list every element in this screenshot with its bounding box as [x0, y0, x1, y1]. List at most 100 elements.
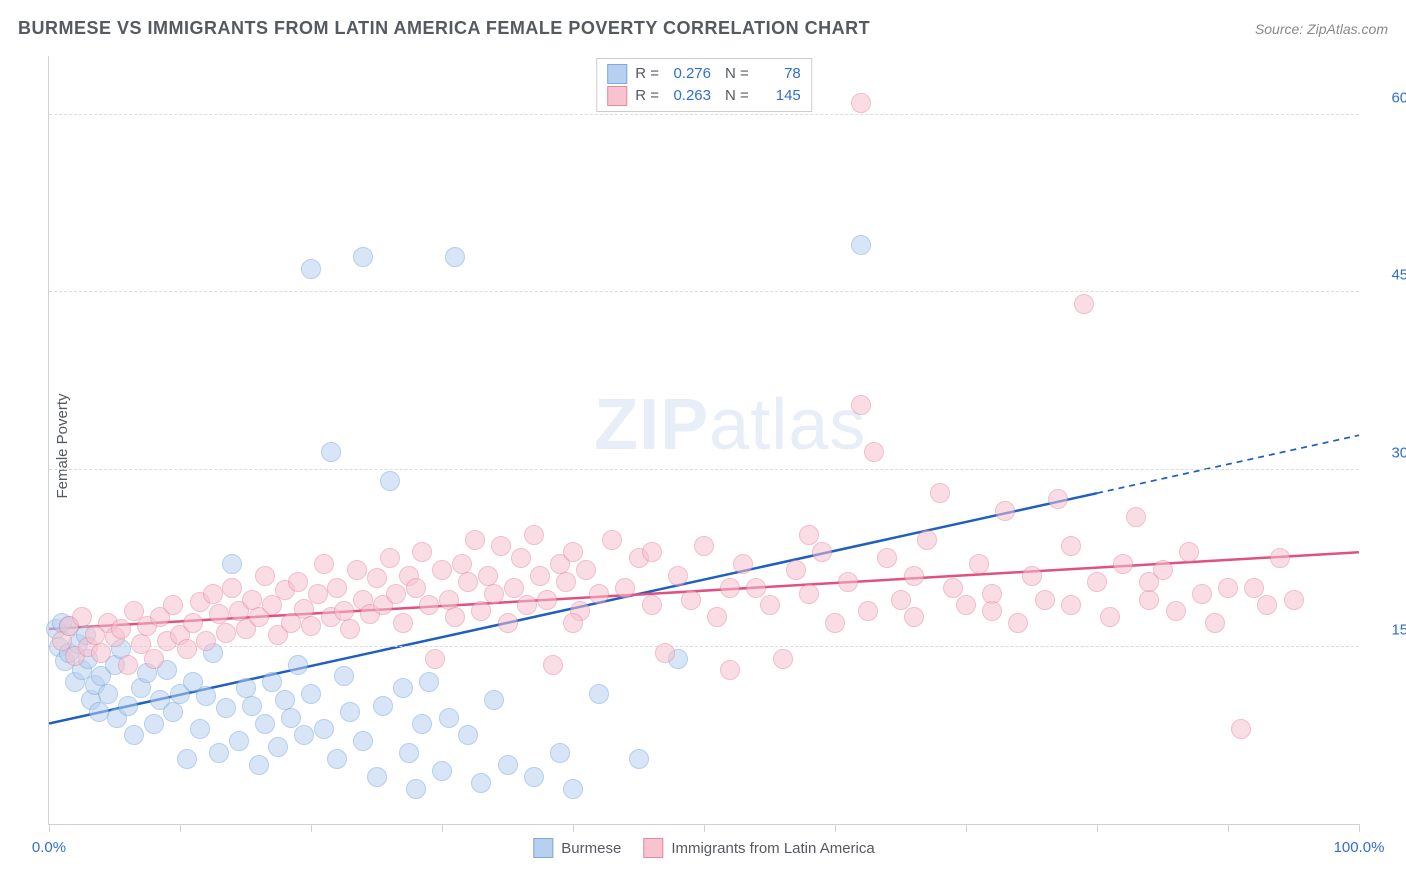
data-point [1113, 554, 1133, 574]
data-point [1284, 590, 1304, 610]
data-point [1179, 542, 1199, 562]
data-point [517, 595, 537, 615]
data-point [334, 666, 354, 686]
legend-swatch [643, 838, 663, 858]
y-tick-label: 45.0% [1369, 267, 1406, 284]
legend-label: Immigrants from Latin America [671, 840, 874, 857]
data-point [825, 613, 845, 633]
gridline [49, 646, 1359, 647]
data-point [203, 584, 223, 604]
data-point [399, 743, 419, 763]
data-point [209, 743, 229, 763]
data-point [498, 755, 518, 775]
data-point [216, 623, 236, 643]
data-point [255, 566, 275, 586]
data-point [439, 708, 459, 728]
data-point [406, 578, 426, 598]
x-tick [966, 824, 967, 832]
data-point [799, 584, 819, 604]
watermark: ZIPatlas [594, 384, 866, 466]
data-point [799, 525, 819, 545]
data-point [563, 613, 583, 633]
data-point [851, 235, 871, 255]
data-point [668, 566, 688, 586]
data-point [629, 749, 649, 769]
data-point [209, 604, 229, 624]
data-point [118, 655, 138, 675]
data-point [419, 595, 439, 615]
data-point [393, 678, 413, 698]
data-point [380, 471, 400, 491]
data-point [891, 590, 911, 610]
data-point [406, 779, 426, 799]
data-point [589, 584, 609, 604]
data-point [982, 601, 1002, 621]
stat-r-value: 0.263 [667, 85, 711, 107]
data-point [995, 501, 1015, 521]
data-point [1126, 507, 1146, 527]
data-point [314, 719, 334, 739]
data-point [1139, 590, 1159, 610]
data-point [707, 607, 727, 627]
stat-r-label: R = [635, 85, 659, 107]
data-point [543, 655, 563, 675]
data-point [471, 601, 491, 621]
data-point [373, 696, 393, 716]
stats-box: R =0.276N =78R =0.263N =145 [596, 58, 812, 112]
data-point [288, 655, 308, 675]
data-point [412, 542, 432, 562]
data-point [301, 259, 321, 279]
data-point [98, 684, 118, 704]
data-point [124, 725, 144, 745]
data-point [484, 690, 504, 710]
data-point [249, 755, 269, 775]
data-point [1231, 719, 1251, 739]
data-point [877, 548, 897, 568]
data-point [353, 247, 373, 267]
data-point [177, 639, 197, 659]
data-point [1192, 584, 1212, 604]
data-point [720, 660, 740, 680]
plot-area: ZIPatlas 15.0%30.0%45.0%60.0%0.0%100.0%R… [48, 56, 1359, 825]
data-point [917, 530, 937, 550]
data-point [367, 568, 387, 588]
stat-n-label: N = [725, 63, 749, 85]
gridline [49, 469, 1359, 470]
data-point [321, 442, 341, 462]
data-point [367, 767, 387, 787]
data-point [308, 584, 328, 604]
x-tick [180, 824, 181, 832]
data-point [504, 578, 524, 598]
data-point [419, 672, 439, 692]
x-tick [704, 824, 705, 832]
data-point [1022, 566, 1042, 586]
data-point [746, 578, 766, 598]
data-point [1205, 613, 1225, 633]
gridline [49, 114, 1359, 115]
x-tick [49, 824, 50, 832]
data-point [458, 572, 478, 592]
data-point [1166, 601, 1186, 621]
data-point [301, 684, 321, 704]
data-point [904, 566, 924, 586]
chart-title: BURMESE VS IMMIGRANTS FROM LATIN AMERICA… [18, 18, 870, 39]
data-point [550, 743, 570, 763]
data-point [930, 483, 950, 503]
data-point [1139, 572, 1159, 592]
data-point [511, 548, 531, 568]
x-tick [835, 824, 836, 832]
data-point [222, 578, 242, 598]
data-point [445, 247, 465, 267]
data-point [563, 542, 583, 562]
data-point [458, 725, 478, 745]
data-point [111, 619, 131, 639]
data-point [733, 554, 753, 574]
data-point [1035, 590, 1055, 610]
data-point [281, 708, 301, 728]
x-tick [1359, 824, 1360, 832]
data-point [943, 578, 963, 598]
data-point [484, 584, 504, 604]
data-point [1008, 613, 1028, 633]
watermark-bold: ZIP [594, 385, 709, 465]
data-point [956, 595, 976, 615]
